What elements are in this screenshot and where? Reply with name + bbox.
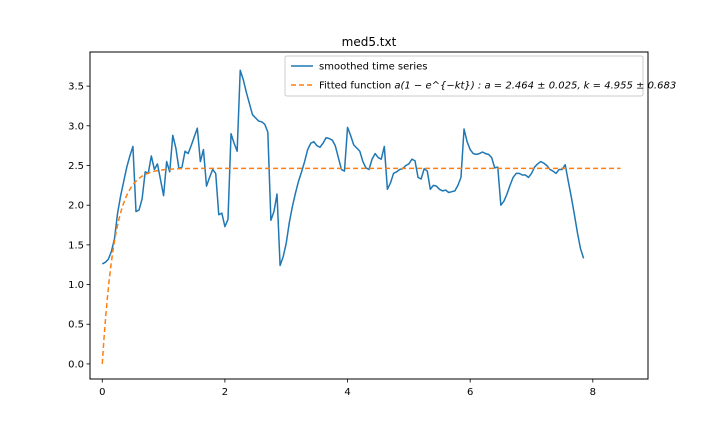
plot-area	[101, 69, 621, 364]
series-line-fitted	[101, 167, 621, 364]
x-tick-label: 6	[467, 387, 473, 398]
legend-fitted-prefix: Fitted function	[319, 81, 394, 92]
x-tick-label: 4	[344, 387, 350, 398]
legend-label-smoothed: smoothed time series	[319, 62, 428, 73]
x-tick-label: 0	[99, 387, 105, 398]
x-axis-ticks: 0 2 4 6 8	[99, 379, 596, 398]
y-tick-label: 0.5	[68, 320, 84, 331]
legend-box	[284, 55, 644, 97]
y-tick-label: 2.0	[68, 201, 84, 212]
series-line-smoothed	[101, 69, 585, 267]
chart-title: med5.txt	[342, 35, 397, 49]
y-tick-label: 0.0	[68, 359, 84, 370]
legend-fitted-formula: a(1 − e^{−kt}) : a = 2.464 ± 0.025, k = …	[394, 81, 676, 92]
x-tick-label: 8	[590, 387, 596, 398]
y-tick-label: 1.5	[68, 240, 84, 251]
y-tick-label: 3.5	[68, 82, 84, 93]
x-tick-label: 2	[222, 387, 228, 398]
y-axis-ticks: 0.0 0.5 1.0 1.5 2.0 2.5 3.0 3.5	[68, 82, 90, 370]
legend: smoothed time series Fitted function a(1…	[284, 55, 676, 97]
legend-label-fitted: Fitted function a(1 − e^{−kt}) : a = 2.4…	[319, 81, 676, 92]
axes-frame	[89, 51, 649, 380]
y-tick-label: 3.0	[68, 121, 84, 132]
y-tick-label: 1.0	[68, 280, 84, 291]
y-tick-label: 2.5	[68, 161, 84, 172]
